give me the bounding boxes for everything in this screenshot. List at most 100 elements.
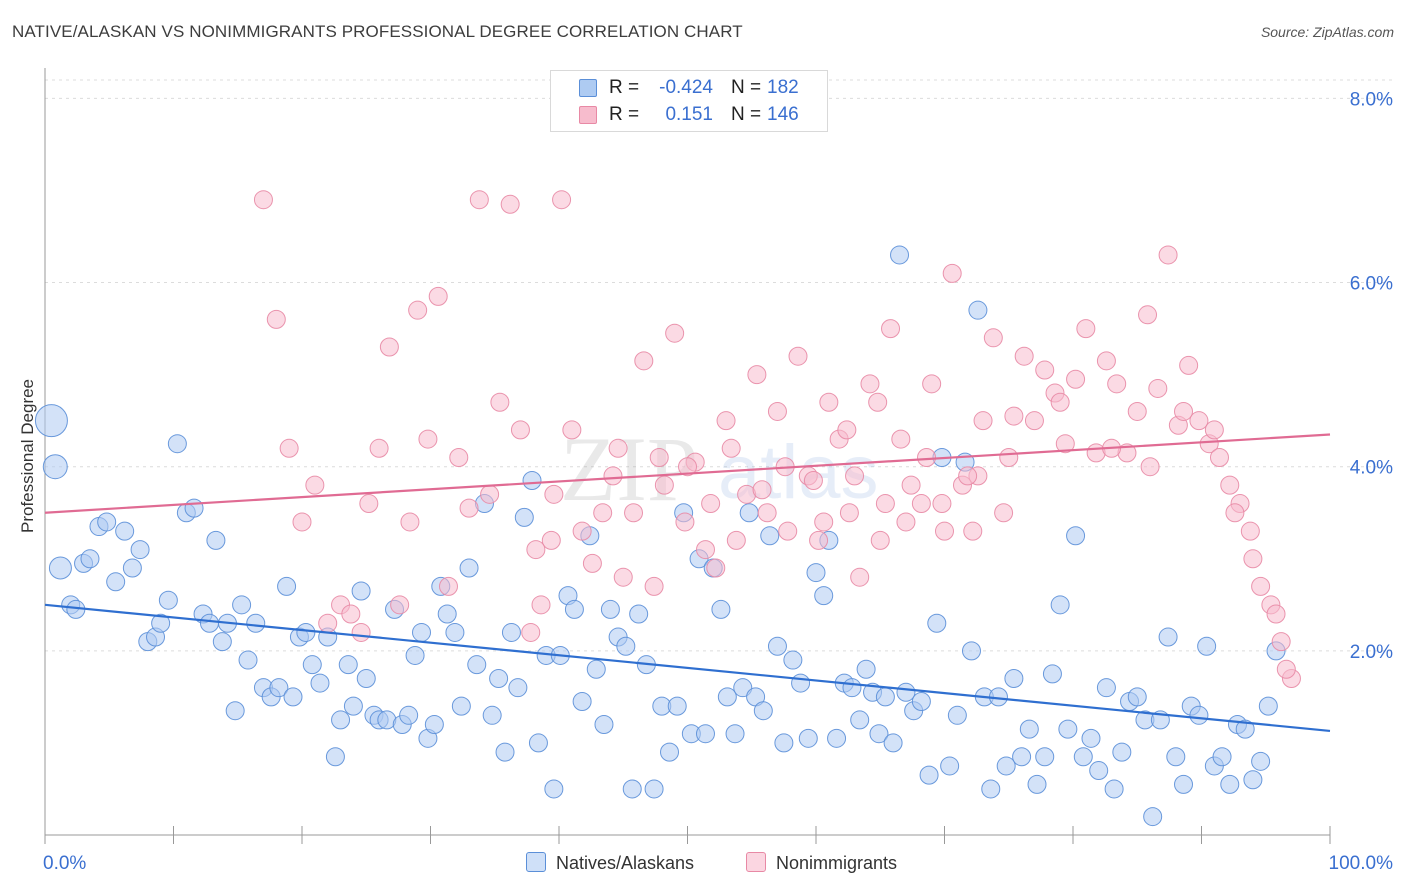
data-point <box>803 471 823 491</box>
data-point <box>1225 503 1245 523</box>
data-point <box>521 622 541 642</box>
legend-swatch-pink <box>579 106 597 124</box>
data-point <box>845 466 865 486</box>
data-point <box>875 687 895 707</box>
data-point <box>1189 411 1209 431</box>
data-point <box>400 512 420 532</box>
data-point <box>868 392 888 412</box>
data-point <box>206 530 226 550</box>
data-point <box>891 429 911 449</box>
data-point <box>629 604 649 624</box>
data-point <box>901 475 921 495</box>
data-point <box>418 429 438 449</box>
data-point <box>1166 747 1186 767</box>
data-point <box>1050 392 1070 412</box>
legend-r-label: R = <box>609 104 640 125</box>
data-point <box>1197 636 1217 656</box>
legend-item-nonimmigrants[interactable]: Nonimmigrants <box>746 852 897 874</box>
data-point <box>325 747 345 767</box>
data-point <box>1066 526 1086 546</box>
data-point <box>911 691 931 711</box>
data-point <box>1143 807 1163 827</box>
tick-labels: 2.0% 4.0% 6.0% 8.0% 0.0% 100.0% <box>43 89 1393 874</box>
data-point <box>839 503 859 523</box>
data-point <box>981 779 1001 799</box>
data-point <box>927 613 947 633</box>
data-point <box>594 715 614 735</box>
data-point <box>963 521 983 541</box>
data-point <box>593 503 613 523</box>
data-point <box>791 673 811 693</box>
legend-item-natives[interactable]: Natives/Alaskans <box>526 852 694 874</box>
data-point <box>983 328 1003 348</box>
data-point <box>1089 761 1109 781</box>
data-point <box>1174 774 1194 794</box>
legend-n-value: 146 <box>767 104 799 125</box>
data-point <box>541 530 561 550</box>
data-point <box>1004 406 1024 426</box>
data-point <box>1276 659 1296 679</box>
legend-n-value: 182 <box>767 77 799 98</box>
data-point <box>1148 378 1168 398</box>
data-point <box>869 724 889 744</box>
legend-r-label: R = <box>609 77 640 98</box>
data-point <box>1271 632 1291 652</box>
data-point <box>279 438 299 458</box>
data-point <box>1174 401 1194 421</box>
data-point <box>467 655 487 675</box>
data-point <box>644 576 664 596</box>
data-point <box>875 494 895 514</box>
data-point <box>1055 434 1075 454</box>
data-point <box>586 659 606 679</box>
data-point <box>296 622 316 642</box>
data-point <box>806 563 826 583</box>
data-point <box>968 300 988 320</box>
data-point <box>424 715 444 735</box>
data-point <box>1138 305 1158 325</box>
data-point <box>660 742 680 762</box>
data-point <box>911 494 931 514</box>
data-point <box>232 595 252 615</box>
data-point <box>757 503 777 523</box>
data-point <box>716 411 736 431</box>
data-point <box>1081 728 1101 748</box>
data-point <box>695 724 715 744</box>
data-point <box>600 599 620 619</box>
data-point <box>644 779 664 799</box>
data-point <box>649 448 669 467</box>
data-point <box>356 668 376 688</box>
data-point <box>500 194 520 214</box>
data-point <box>1235 719 1255 739</box>
data-point <box>1004 668 1024 688</box>
data-point <box>1066 369 1086 389</box>
data-point <box>733 678 753 698</box>
data-point <box>469 190 489 210</box>
data-point <box>514 507 534 527</box>
data-point <box>814 512 834 532</box>
data-point <box>721 438 741 458</box>
data-point <box>562 420 582 440</box>
data-point <box>269 678 289 698</box>
data-point <box>935 521 954 541</box>
data-point <box>1076 319 1096 339</box>
data-point <box>338 655 358 675</box>
data-point <box>531 595 551 615</box>
data-point <box>608 438 628 458</box>
data-point <box>459 498 479 518</box>
trend-line <box>44 603 1331 733</box>
data-point <box>1058 719 1078 739</box>
data-point <box>726 530 746 550</box>
data-point <box>544 484 564 504</box>
data-point <box>747 365 767 385</box>
data-point <box>774 733 794 753</box>
data-point <box>1073 747 1093 767</box>
data-point <box>438 576 458 596</box>
data-point <box>850 710 870 730</box>
series-nonimmigrants-points <box>253 190 1301 688</box>
data-point <box>739 503 759 523</box>
data-point <box>528 733 548 753</box>
data-point <box>115 521 135 541</box>
data-point <box>896 682 916 702</box>
data-point <box>1204 420 1224 440</box>
data-point <box>1251 576 1271 596</box>
